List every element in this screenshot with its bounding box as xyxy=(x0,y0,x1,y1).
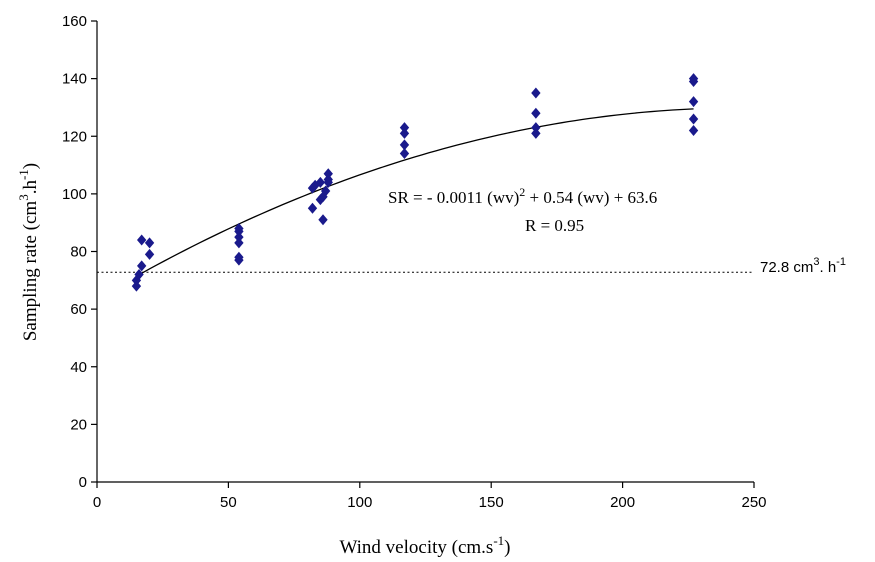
data-point xyxy=(131,274,142,286)
y-tick-label: 140 xyxy=(62,71,87,88)
y-tick-label: 0 xyxy=(79,474,87,491)
data-point xyxy=(318,214,328,226)
y-tick-label: 120 xyxy=(62,128,87,145)
data-point xyxy=(531,87,541,99)
x-axis-title: Wind velocity (cm.s-1) xyxy=(339,533,510,558)
data-point xyxy=(531,107,541,119)
data-point xyxy=(144,248,155,260)
data-point xyxy=(318,191,328,203)
equation-annotation: SR = - 0.0011 (wv)2 + 0.54 (wv) + 63.6 xyxy=(388,185,657,207)
data-point xyxy=(323,168,333,180)
data-point xyxy=(307,202,318,214)
data-point xyxy=(688,124,699,136)
x-tick-label: 50 xyxy=(220,494,237,511)
data-point xyxy=(234,222,244,234)
data-point xyxy=(399,127,410,139)
y-tick-label: 100 xyxy=(62,186,87,203)
y-axis-title: Sampling rate (cm3.h-1) xyxy=(16,163,41,341)
fit-curve xyxy=(136,108,694,277)
y-tick-label: 80 xyxy=(70,244,87,261)
y-tick-label: 160 xyxy=(62,13,87,30)
x-tick-label: 250 xyxy=(741,494,766,511)
data-point xyxy=(323,173,333,185)
reference-line-label: 72.8 cm3. h-1 xyxy=(760,256,846,276)
data-point xyxy=(234,231,244,243)
data-points xyxy=(131,73,699,292)
x-tick-label: 150 xyxy=(479,494,504,511)
data-point xyxy=(131,280,142,292)
data-point xyxy=(399,122,410,134)
data-point xyxy=(320,185,331,197)
data-point xyxy=(134,269,144,281)
y-tick-label: 60 xyxy=(70,301,87,318)
x-ticks: 0 50 100 150 200 250 xyxy=(93,482,767,511)
y-ticks: 0 20 40 60 80 100 120 140 160 xyxy=(62,13,97,491)
data-point xyxy=(234,237,244,249)
data-point xyxy=(399,139,410,151)
data-point xyxy=(688,73,699,85)
data-point xyxy=(234,251,244,263)
data-point xyxy=(137,260,147,272)
y-tick-label: 40 xyxy=(70,359,87,376)
data-point xyxy=(531,122,541,134)
data-point xyxy=(531,127,541,139)
data-point xyxy=(310,179,320,191)
data-point xyxy=(315,176,326,188)
data-point xyxy=(688,96,699,108)
x-tick-label: 100 xyxy=(347,494,372,511)
x-tick-label: 200 xyxy=(610,494,635,511)
data-point xyxy=(399,148,410,160)
x-tick-label: 0 xyxy=(93,494,101,511)
y-tick-label: 20 xyxy=(70,416,87,433)
r-annotation: R = 0.95 xyxy=(525,216,584,235)
data-point xyxy=(137,234,147,246)
data-point xyxy=(144,237,155,249)
data-point xyxy=(688,113,699,125)
